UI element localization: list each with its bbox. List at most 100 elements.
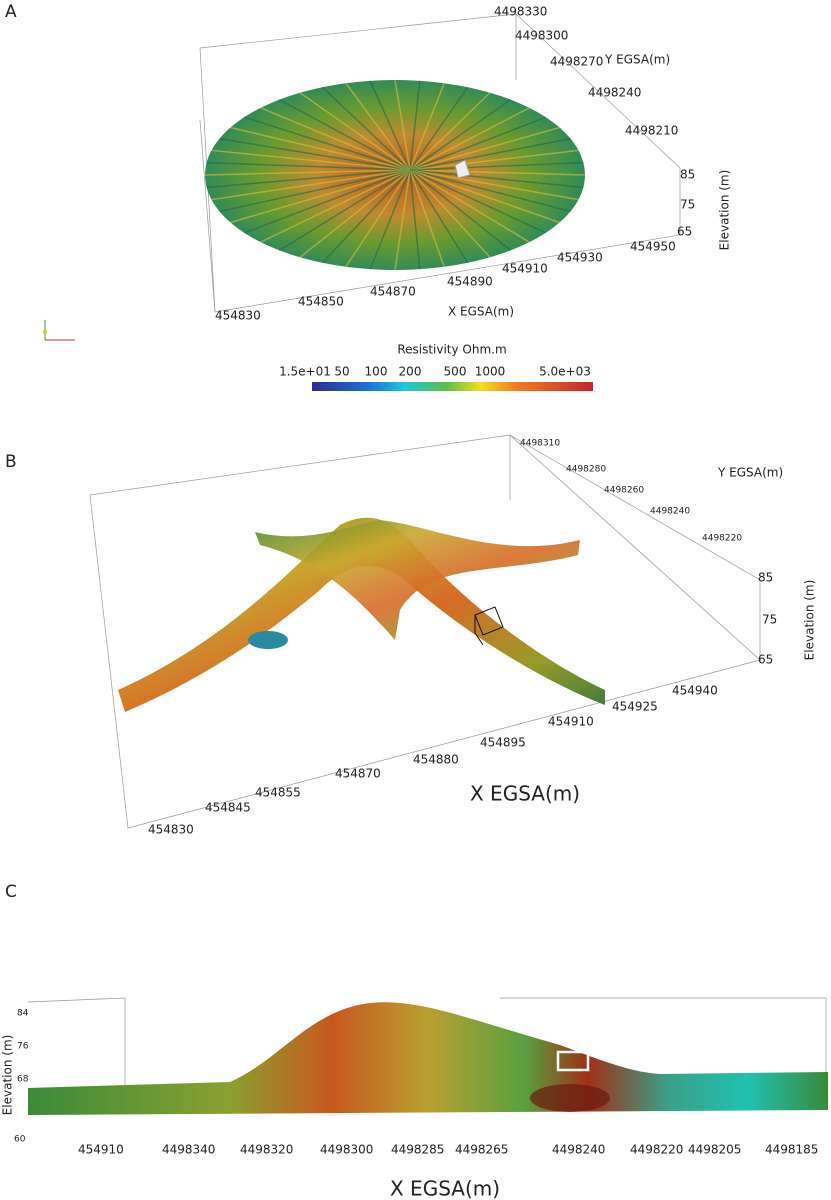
fan-slice xyxy=(409,169,469,264)
x-tick: 454910 xyxy=(548,715,594,729)
bounding-box xyxy=(199,13,681,313)
fan-slice xyxy=(409,80,421,171)
x-tick: 454950 xyxy=(630,240,676,254)
fan-slice xyxy=(204,169,411,176)
fan-slice xyxy=(278,169,411,252)
colorbar-tick: 200 xyxy=(399,365,422,379)
fan-slice xyxy=(206,169,411,189)
fan-slice xyxy=(299,169,411,258)
x-tick: 454910 xyxy=(502,262,548,276)
y-tick: 60 xyxy=(14,1135,26,1145)
colorbar-title: Resistivity Ohm.m xyxy=(397,343,506,357)
z-tick: 75 xyxy=(680,198,695,212)
fan-slice xyxy=(409,149,579,171)
fan-slice xyxy=(243,169,411,234)
panel-label: C xyxy=(5,882,17,902)
x-tick: 454890 xyxy=(447,275,493,289)
y-tick: 4498330 xyxy=(494,5,547,19)
fan-slice xyxy=(345,82,411,171)
building xyxy=(454,159,471,179)
fan-slice xyxy=(409,169,584,189)
fan-slice xyxy=(409,126,560,171)
fan-slice xyxy=(219,137,411,171)
x-axis-label: X EGSA(m) xyxy=(448,305,514,319)
x-tick: 454940 xyxy=(672,684,718,698)
fan-slice xyxy=(409,169,586,176)
y-tick: 4498220 xyxy=(702,534,742,544)
x-tick: 454895 xyxy=(480,736,526,750)
x-tick: 4498300 xyxy=(320,1143,373,1157)
fan-slice xyxy=(409,82,445,171)
fan-slice xyxy=(321,86,411,171)
x-tick: 454830 xyxy=(148,823,194,837)
x-tick: 454870 xyxy=(335,767,381,781)
z-axis-label: Elevation (m) xyxy=(718,170,732,251)
fan-slice xyxy=(260,169,411,243)
z-tick: 85 xyxy=(680,168,695,182)
colorbar-tick: 500 xyxy=(444,365,467,379)
z-tick: 65 xyxy=(677,225,692,239)
y-axis-label: Y EGSA(m) xyxy=(717,466,783,480)
fan-slice xyxy=(409,137,571,171)
y-axis-label: Y EGSA(m) xyxy=(604,53,670,67)
x-tick: 454925 xyxy=(612,700,658,714)
y-tick: 4498210 xyxy=(625,124,678,138)
colorbar xyxy=(312,382,593,391)
ridge-sections xyxy=(118,517,605,712)
fan-slice xyxy=(230,169,411,224)
fan-slice xyxy=(211,169,411,201)
x-tick: 4498220 xyxy=(630,1143,683,1157)
z-tick: 85 xyxy=(758,571,773,585)
y-tick: 4498300 xyxy=(515,29,568,43)
panel-label: A xyxy=(5,2,17,22)
fan-slice xyxy=(278,98,411,171)
y-tick: 4498270 xyxy=(550,55,603,69)
fan-slice xyxy=(394,79,411,171)
y-tick: 76 xyxy=(17,1042,29,1052)
x-tick: 454850 xyxy=(298,295,344,309)
fan-slice xyxy=(409,169,560,224)
fan-slices xyxy=(204,79,586,271)
fan-slice xyxy=(409,169,445,268)
colorbar-tick: 1000 xyxy=(475,365,506,379)
x-tick: 4498285 xyxy=(391,1143,444,1157)
x-tick: 4498340 xyxy=(162,1143,215,1157)
fan-slice xyxy=(260,107,411,171)
x-tick: 4498205 xyxy=(688,1143,741,1157)
colorbar-tick: 50 xyxy=(334,365,349,379)
z-tick: 65 xyxy=(758,653,773,667)
bounding-box xyxy=(89,434,761,829)
x-tick: 4498185 xyxy=(765,1143,818,1157)
fan-slice xyxy=(321,169,411,264)
y-tick: 68 xyxy=(17,1075,29,1085)
x-tick: 454855 xyxy=(255,786,301,800)
x-tick: 454845 xyxy=(205,801,251,815)
fan-slice xyxy=(211,149,411,171)
colorbar-tick: 100 xyxy=(365,365,388,379)
fan-slice xyxy=(409,116,547,171)
panel-label: B xyxy=(5,452,17,472)
x-tick: 454880 xyxy=(413,753,459,767)
fan-slice xyxy=(369,80,411,171)
y-tick: 4498280 xyxy=(566,465,606,475)
x-tick: 454830 xyxy=(215,309,261,323)
y-axis-label: Elevation (m) xyxy=(1,1035,15,1116)
fan-slice xyxy=(345,169,411,268)
z-axis-label: Elevation (m) xyxy=(803,580,817,661)
fan-slice xyxy=(409,99,512,171)
resistivity-section xyxy=(28,1002,828,1115)
fan-slice xyxy=(244,116,411,171)
fan-slice xyxy=(409,161,584,171)
colorbar-tick: 1.5e+01 xyxy=(279,365,331,379)
conductive-anomaly xyxy=(530,1084,610,1112)
y-tick: 4498310 xyxy=(520,439,560,449)
fan-slice xyxy=(409,169,512,251)
fan-slice xyxy=(409,169,421,270)
fan-slice xyxy=(409,169,530,243)
y-tick: 4498240 xyxy=(588,86,641,100)
colorbar-tick: 5.0e+03 xyxy=(539,365,591,379)
z-tick: 75 xyxy=(762,613,777,627)
orientation-axes xyxy=(43,320,75,341)
fan-slice xyxy=(409,169,491,258)
